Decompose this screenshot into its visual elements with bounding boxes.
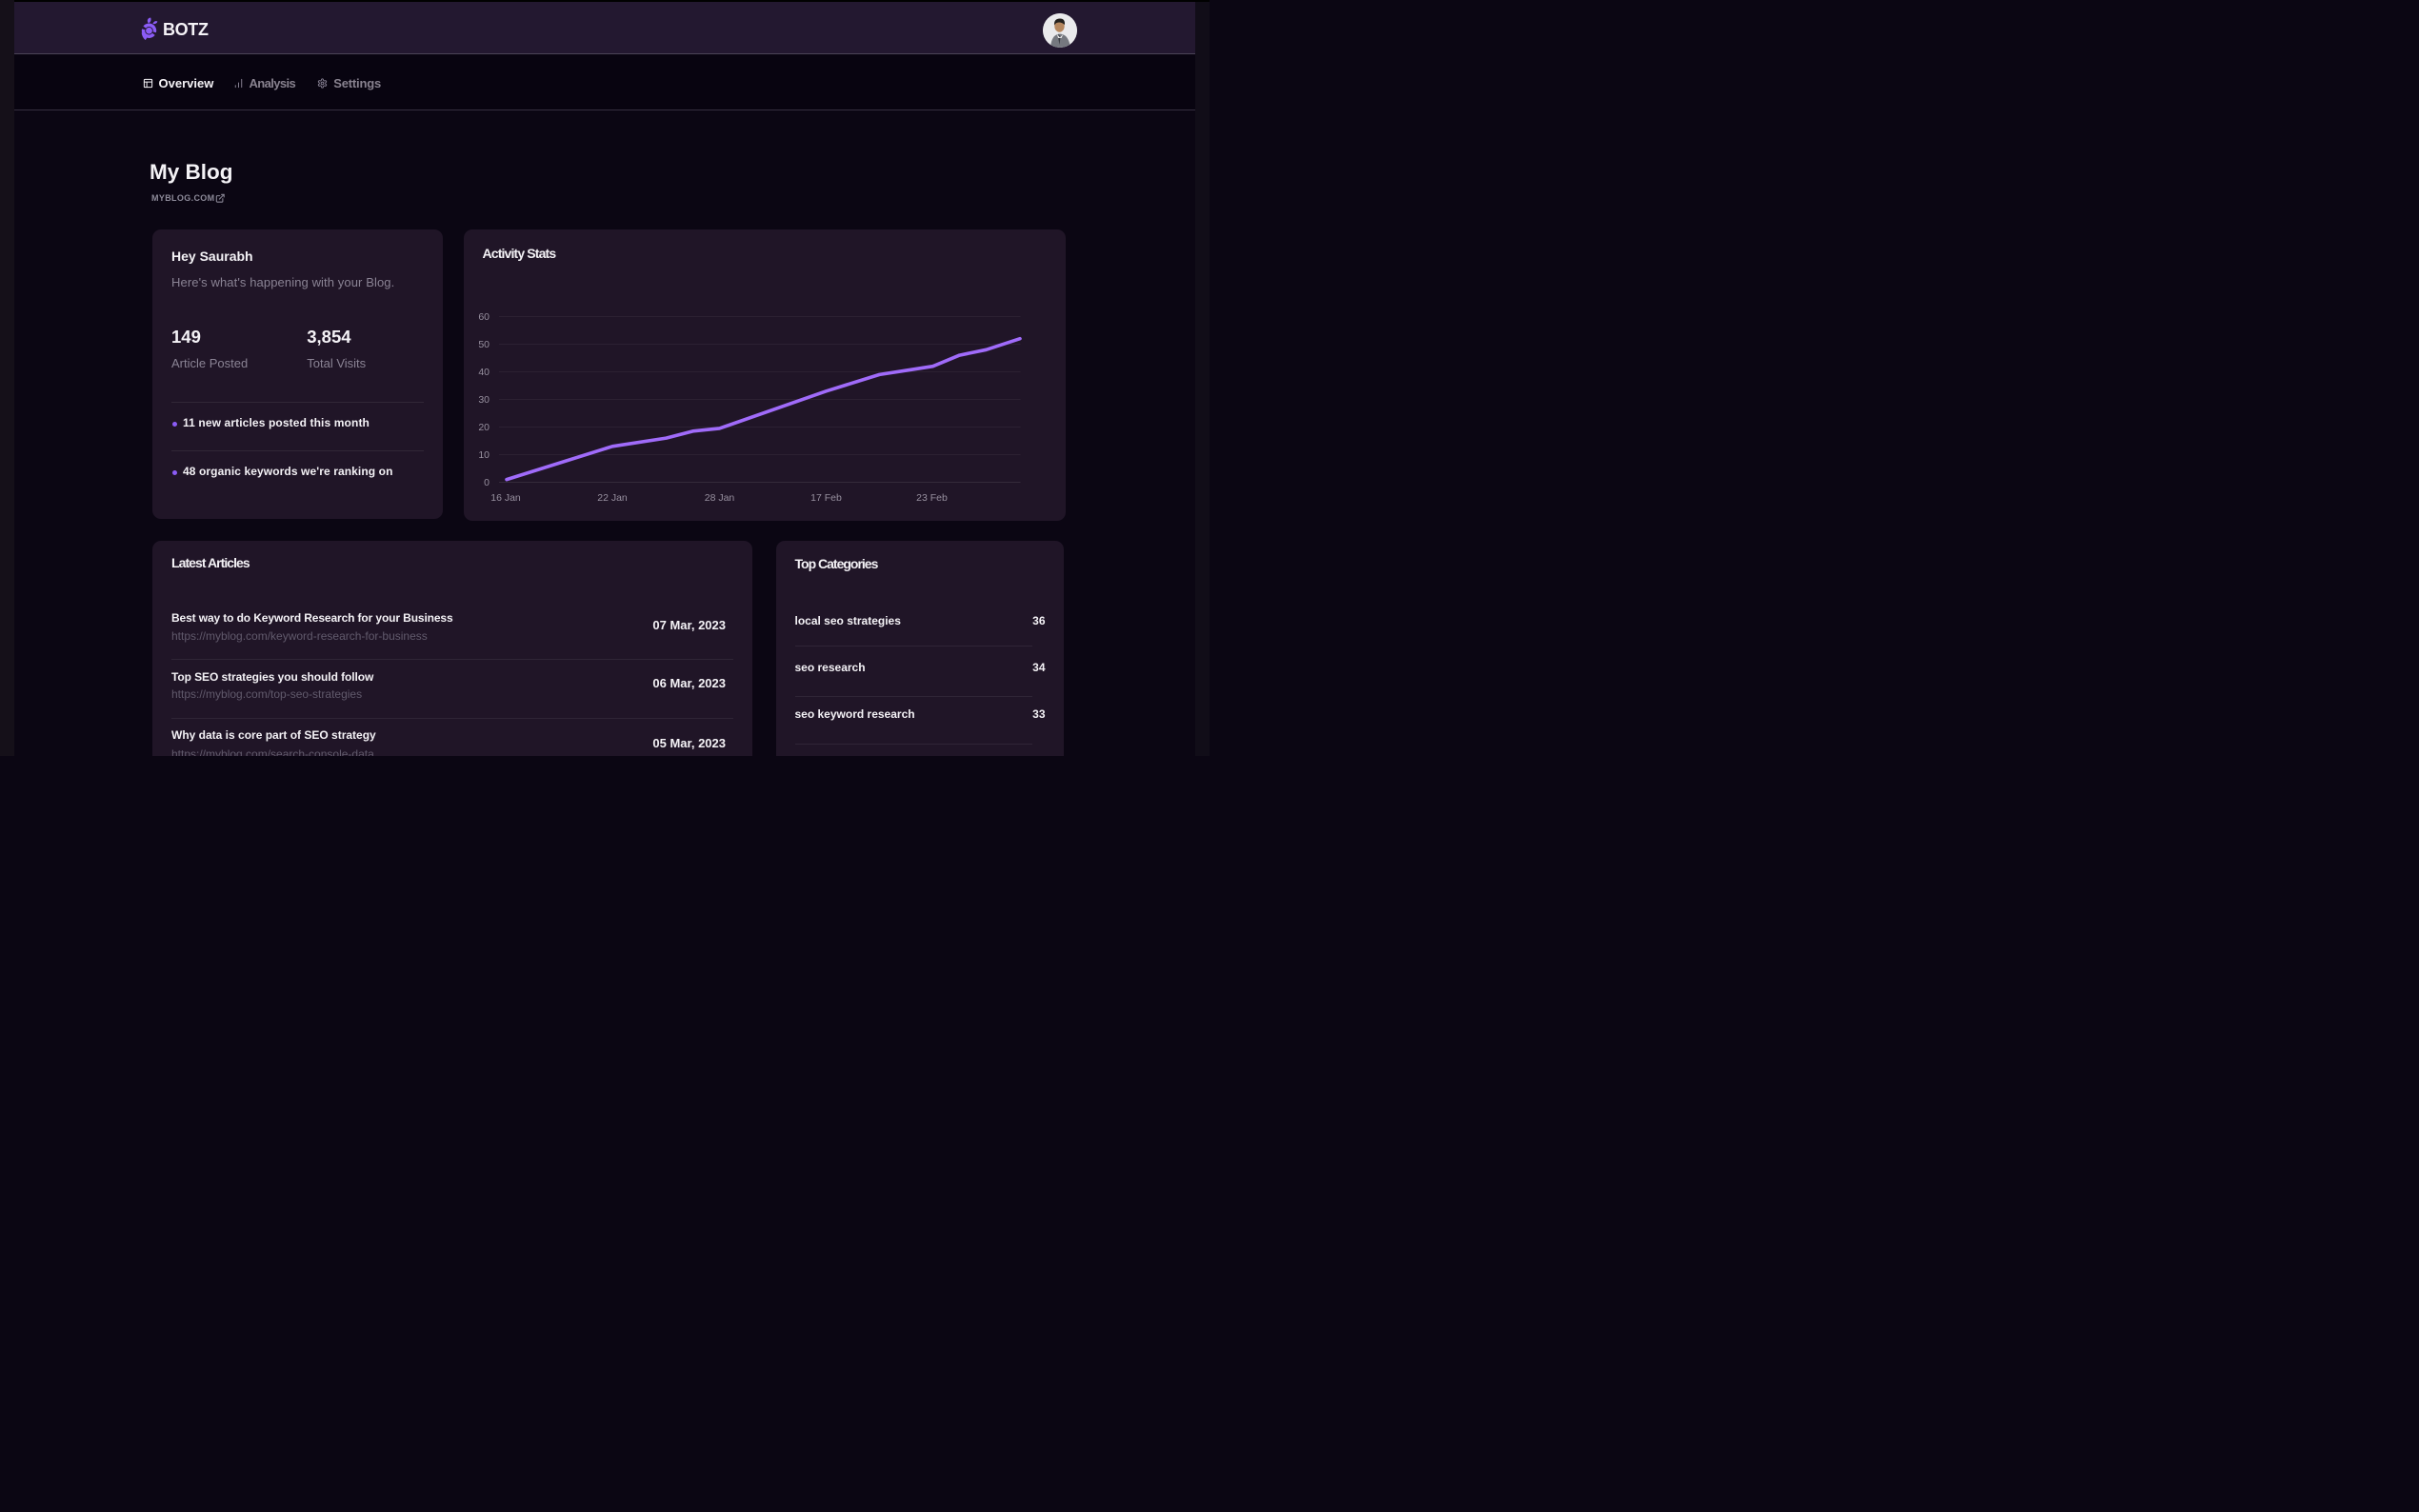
svg-text:28 Jan: 28 Jan — [705, 492, 735, 504]
svg-text:30: 30 — [478, 394, 490, 406]
svg-text:20: 20 — [478, 422, 490, 433]
svg-text:60: 60 — [478, 311, 490, 323]
svg-text:16 Jan: 16 Jan — [490, 492, 521, 504]
svg-text:50: 50 — [478, 339, 490, 350]
svg-text:10: 10 — [478, 449, 490, 461]
svg-text:17 Feb: 17 Feb — [810, 492, 842, 504]
svg-text:40: 40 — [478, 367, 490, 378]
svg-text:22 Jan: 22 Jan — [597, 492, 628, 504]
svg-text:23 Feb: 23 Feb — [916, 492, 948, 504]
svg-text:0: 0 — [484, 477, 490, 488]
